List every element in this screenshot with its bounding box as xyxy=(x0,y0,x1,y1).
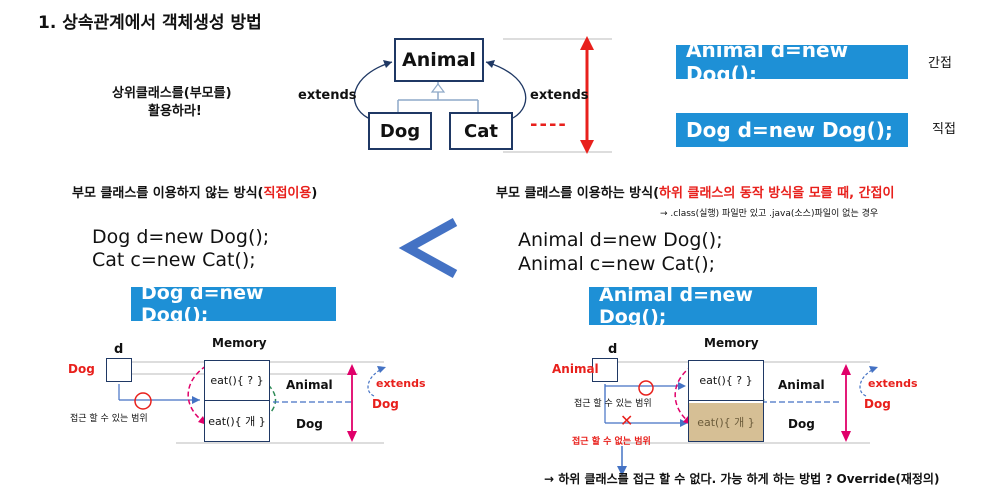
right-extends-target: Dog xyxy=(864,397,891,411)
indirect-label: 간접 xyxy=(928,56,952,71)
red-dashes: ---- xyxy=(530,114,568,135)
advice-line-2: 활용하라! xyxy=(148,104,202,119)
left-class-bottom: Dog xyxy=(296,417,323,431)
left-class-top: Animal xyxy=(286,378,333,392)
right-code-line-2: Animal c=new Cat(); xyxy=(518,253,716,275)
extends-label-right: extends xyxy=(530,88,589,103)
direct-code-bar: Dog d=new Dog(); xyxy=(676,113,908,147)
right-extends-label: extends xyxy=(868,377,918,390)
left-memory-label: Memory xyxy=(212,336,267,350)
left-range-label: 접근 할 수 있는 범위 xyxy=(70,414,148,424)
left-heading: 부모 클래스를 이용하지 않는 방식(직접이용) xyxy=(72,186,318,201)
extends-label-left: extends xyxy=(298,88,357,103)
right-var-label: d xyxy=(608,342,618,357)
less-than-chevron xyxy=(398,218,458,278)
right-note: → .class(실행) 파일만 있고 .java(소스)파일이 없는 경우 xyxy=(660,209,879,219)
right-class-top: Animal xyxy=(778,378,825,392)
right-code-bar: Animal d=new Dog(); xyxy=(589,284,817,328)
x-mark-icon: ✕ xyxy=(620,411,634,430)
left-code-line-2: Cat c=new Cat(); xyxy=(92,249,256,271)
right-heading: 부모 클래스를 이용하는 방식(하위 클래스의 동작 방식을 모를 때, 간접이 xyxy=(496,186,895,201)
right-cell-top: eat(){ ? } xyxy=(689,361,763,401)
right-class-bottom: Dog xyxy=(788,417,815,431)
left-extends-target: Dog xyxy=(372,397,399,411)
extends-curve-right xyxy=(485,61,527,119)
right-code-line-1: Animal d=new Dog(); xyxy=(518,229,723,251)
conclusion-text: → 하위 클래스를 접근 할 수 없다. 가능 하게 하는 방법 ? Overr… xyxy=(544,472,940,486)
right-type-label: Animal xyxy=(552,362,599,376)
advice-line-1: 상위클래스를(부모를) xyxy=(112,86,232,101)
extends-curve-left xyxy=(353,61,393,119)
left-memory-block: eat(){ ? } eat(){ 개 } xyxy=(204,360,270,442)
indirect-code-bar: Animal d=new Dog(); xyxy=(676,38,908,86)
left-var-box xyxy=(106,358,132,382)
cat-class-box: Cat xyxy=(449,112,513,150)
left-type-label: Dog xyxy=(68,362,95,376)
direct-label: 직접 xyxy=(932,122,956,137)
left-code-bar: Dog d=new Dog(); xyxy=(131,282,336,326)
right-var-box xyxy=(592,358,618,382)
left-var-label: d xyxy=(114,342,124,357)
left-cell-bottom: eat(){ 개 } xyxy=(208,415,266,428)
right-no-range-label: 접근 할 수 없는 범위 xyxy=(572,437,651,447)
right-memory-block: eat(){ ? } eat(){ 개 } xyxy=(688,360,764,442)
page-title: 1. 상속관계에서 객체생성 방법 xyxy=(38,13,262,33)
right-range-label: 접근 할 수 있는 범위 xyxy=(574,399,652,409)
right-cell-bottom: eat(){ 개 } xyxy=(689,403,763,441)
right-memory-label: Memory xyxy=(704,336,759,350)
animal-class-box: Animal xyxy=(394,38,484,82)
left-code-line-1: Dog d=new Dog(); xyxy=(92,226,270,248)
dog-class-box: Dog xyxy=(368,112,432,150)
left-extends-label: extends xyxy=(376,377,426,390)
left-cell-top: eat(){ ? } xyxy=(205,361,269,401)
